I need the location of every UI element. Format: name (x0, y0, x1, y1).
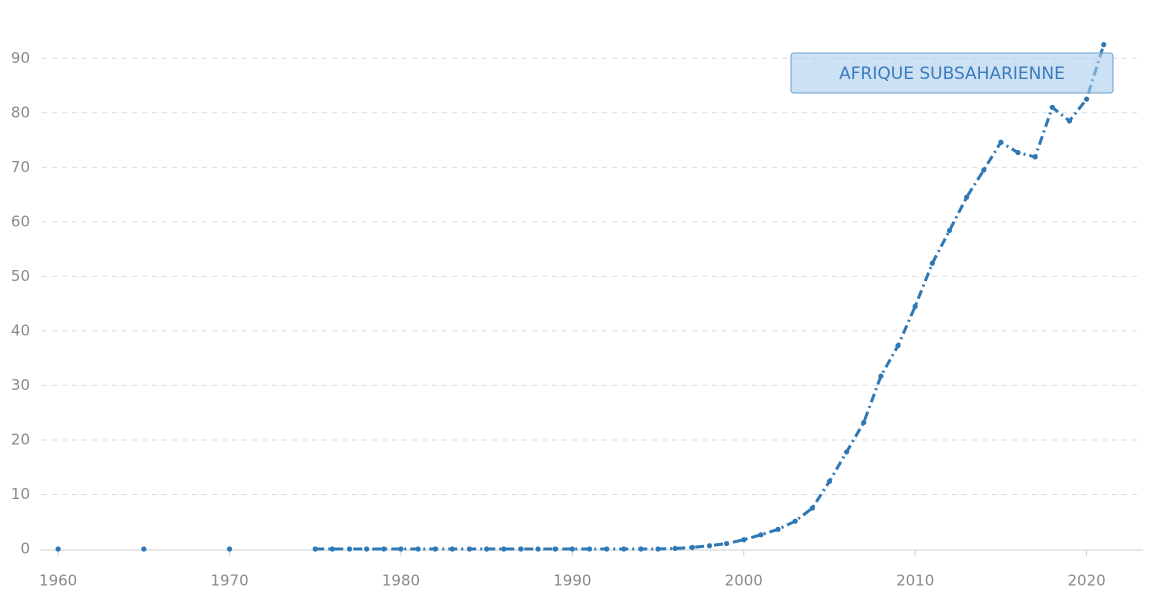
data-point (346, 546, 353, 552)
data-point (621, 546, 627, 552)
data-point (449, 546, 455, 552)
y-tick-label: 0 (20, 540, 30, 558)
x-tick-label: 1970 (210, 572, 248, 590)
y-tick-label: 50 (11, 267, 30, 285)
x-tick-label: 1990 (553, 572, 591, 590)
data-point (312, 546, 318, 552)
data-point (1032, 154, 1038, 160)
data-point (998, 139, 1004, 145)
data-point (364, 546, 370, 552)
y-tick-label: 80 (11, 103, 30, 121)
data-point (912, 303, 918, 309)
x-tick-label: 2000 (725, 572, 763, 590)
data-point (466, 546, 473, 552)
data-point (484, 546, 490, 552)
data-point (775, 526, 781, 532)
data-point (826, 478, 833, 484)
y-tick-label: 40 (11, 321, 30, 339)
data-point (1066, 118, 1073, 124)
data-point (552, 546, 558, 552)
y-tick-label: 60 (11, 212, 30, 230)
series-line (315, 44, 1106, 551)
data-point (724, 540, 730, 547)
data-point (689, 544, 695, 550)
data-point (569, 546, 575, 552)
data-point (604, 546, 610, 552)
data-point (929, 260, 935, 266)
data-point (741, 537, 747, 543)
data-point (432, 546, 438, 552)
data-point (535, 546, 541, 552)
data-point (895, 343, 901, 349)
data-point (878, 373, 884, 379)
data-point (981, 167, 987, 173)
data-point (1015, 149, 1021, 156)
data-point (381, 546, 387, 552)
series-label-box (790, 52, 1114, 94)
data-point (672, 545, 678, 552)
data-point (226, 546, 233, 552)
y-tick-label: 10 (11, 485, 30, 503)
data-point (1049, 104, 1055, 110)
y-tick-label: 70 (11, 158, 30, 176)
data-point (398, 546, 404, 552)
series-label-text: AFRIQUE SUBSAHARIENNE (839, 64, 1065, 84)
data-point (518, 546, 524, 552)
data-point (963, 194, 970, 200)
data-point (501, 546, 507, 552)
data-point (329, 546, 335, 552)
data-point (586, 546, 593, 552)
data-point (946, 227, 953, 234)
data-point (1083, 96, 1090, 102)
series-label: AFRIQUE SUBSAHARIENNE (790, 52, 1114, 94)
data-point (792, 518, 798, 524)
y-tick-label: 30 (11, 376, 30, 394)
data-point (141, 546, 147, 552)
data-point (638, 546, 644, 552)
y-tick-label: 20 (11, 430, 30, 448)
data-point (809, 505, 815, 511)
data-point (861, 419, 867, 426)
x-tick-label: 1960 (39, 572, 77, 590)
x-tick-label: 2010 (896, 572, 934, 590)
data-point (655, 546, 661, 552)
data-point (1101, 42, 1107, 48)
data-point (758, 532, 764, 538)
y-tick-label: 90 (11, 49, 30, 67)
x-tick-label: 2020 (1067, 572, 1105, 590)
x-tick-label: 1980 (382, 572, 420, 590)
data-point (415, 546, 421, 552)
data-point (844, 449, 850, 455)
data-point (706, 543, 713, 549)
data-point (55, 546, 61, 552)
